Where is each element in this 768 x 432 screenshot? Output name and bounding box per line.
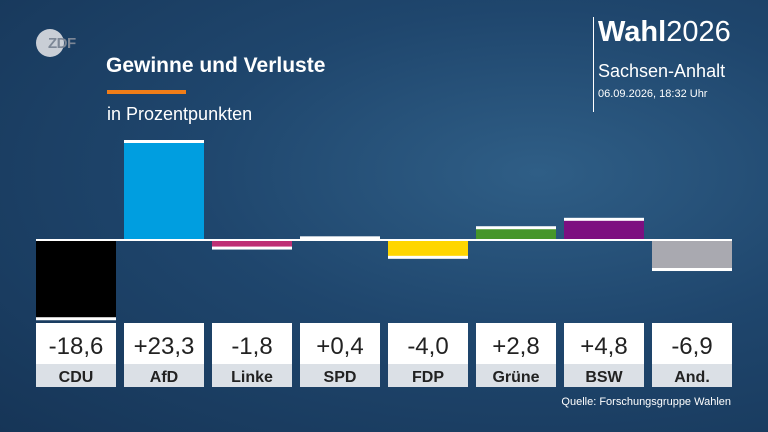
bar-group: +23,3 AfD — [124, 140, 204, 387]
bar — [388, 240, 468, 257]
region-label: Sachsen-Anhalt — [598, 61, 726, 81]
bar-cap — [36, 317, 116, 321]
category-label: Linke — [231, 369, 273, 386]
bar — [124, 142, 204, 240]
title-accent-line — [107, 90, 186, 94]
value-box — [476, 323, 556, 364]
category-box — [300, 364, 380, 387]
category-box — [36, 364, 116, 387]
category-box — [124, 364, 204, 387]
brand-wahl: Wahl2026 — [598, 18, 731, 47]
bar-cap — [300, 236, 380, 240]
category-label: AfD — [150, 369, 178, 386]
category-label: SPD — [324, 369, 357, 386]
bar-group: +2,8 Grüne — [476, 226, 556, 387]
category-box — [212, 364, 292, 387]
brand-wahl-bold: Wahl — [598, 16, 667, 48]
value-box — [652, 323, 732, 364]
value-label: +4,8 — [580, 333, 627, 360]
value-label: +2,8 — [492, 333, 539, 360]
category-label: FDP — [412, 369, 444, 386]
source-note: Quelle: Forschungsgruppe Wahlen — [561, 396, 731, 408]
bar-cap — [652, 268, 732, 272]
bar-group: -6,9 And. — [652, 240, 732, 387]
baseline — [36, 239, 732, 241]
brand-year: 2026 — [666, 16, 731, 48]
value-label: -1,8 — [231, 333, 272, 360]
bar — [652, 240, 732, 270]
value-box — [124, 323, 204, 364]
bar — [36, 240, 116, 319]
value-box — [564, 323, 644, 364]
category-label: Grüne — [492, 369, 539, 386]
bar-group: -18,6 CDU — [36, 240, 116, 387]
bar — [476, 228, 556, 240]
category-box — [476, 364, 556, 387]
value-box — [212, 323, 292, 364]
bar-group: -4,0 FDP — [388, 240, 468, 387]
zdf-logo-circle — [36, 29, 64, 57]
value-box — [300, 323, 380, 364]
bar-cap — [476, 226, 556, 230]
bar-cap — [564, 217, 644, 221]
category-label: BSW — [585, 369, 623, 386]
value-box — [388, 323, 468, 364]
value-box — [36, 323, 116, 364]
zdf-logo-text: ZDF — [48, 35, 76, 52]
category-label: And. — [674, 369, 710, 386]
value-label: -18,6 — [49, 333, 104, 360]
bar-group: -1,8 Linke — [212, 240, 292, 387]
chart-subtitle: in Prozentpunkten — [107, 104, 253, 124]
bar-cap — [388, 255, 468, 259]
category-box — [388, 364, 468, 387]
bar — [564, 219, 644, 240]
value-label: +23,3 — [134, 333, 195, 360]
value-label: +0,4 — [316, 333, 363, 360]
timestamp: 06.09.2026, 18:32 Uhr — [598, 88, 708, 100]
category-box — [564, 364, 644, 387]
chart-title: Gewinne und Verluste — [106, 54, 326, 77]
bar-cap — [212, 246, 292, 250]
brand-divider — [593, 17, 594, 112]
category-label: CDU — [59, 369, 94, 386]
bar-group: +4,8 BSW — [564, 217, 644, 387]
value-label: -6,9 — [671, 333, 712, 360]
value-label: -4,0 — [407, 333, 448, 360]
bar-group: +0,4 SPD — [300, 236, 380, 387]
bar-cap — [124, 140, 204, 143]
category-box — [652, 364, 732, 387]
bar — [212, 240, 292, 248]
zdf-logo: ZDF — [36, 29, 88, 57]
